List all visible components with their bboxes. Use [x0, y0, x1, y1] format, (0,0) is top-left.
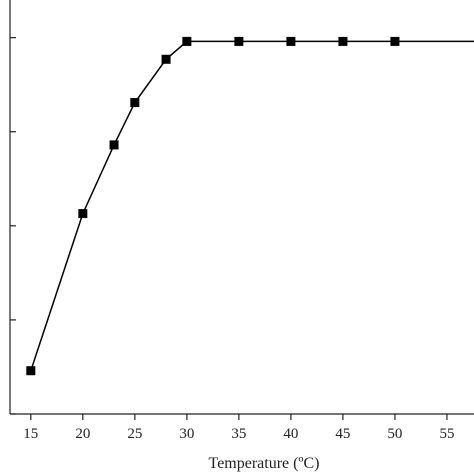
x-tick-label: 40: [283, 426, 298, 442]
plot-area: [26, 36, 474, 376]
x-axis-label: Temperature (ºC): [209, 455, 320, 472]
marker: [182, 36, 192, 46]
marker: [109, 140, 119, 150]
x-tick-label: 50: [387, 426, 402, 442]
x-tick-label: 25: [127, 426, 142, 442]
marker: [338, 36, 348, 46]
marker: [234, 36, 244, 46]
x-tick-label: 30: [179, 426, 194, 442]
x-tick-label: 55: [439, 426, 454, 442]
marker: [26, 366, 36, 376]
marker: [161, 54, 171, 64]
x-tick-label: 20: [75, 426, 90, 442]
marker: [390, 36, 400, 46]
line: [30, 40, 474, 371]
marker: [78, 209, 88, 219]
x-tick-label: 35: [231, 426, 246, 442]
x-tick-label: 45: [335, 426, 350, 442]
marker: [130, 98, 140, 108]
x-tick-label: 15: [23, 426, 38, 442]
marker: [286, 36, 296, 46]
